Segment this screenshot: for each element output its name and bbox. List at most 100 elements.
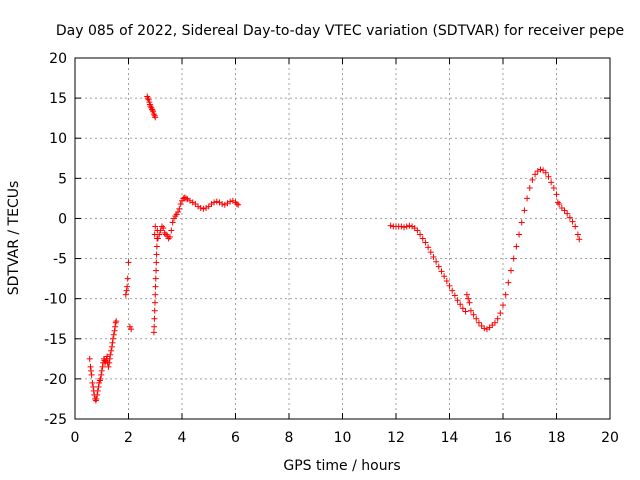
x-tick-label: 6 — [231, 430, 240, 446]
y-axis-label: SDTVAR / TECUs — [6, 181, 22, 296]
data-point — [564, 210, 571, 217]
data-point — [548, 179, 555, 186]
data-point — [235, 201, 242, 208]
data-point — [508, 267, 515, 274]
data-point — [123, 287, 130, 294]
y-tick-label: 15 — [49, 91, 67, 107]
data-point — [168, 227, 175, 234]
data-point — [108, 347, 115, 354]
data-point — [561, 207, 568, 214]
data-point — [556, 201, 563, 208]
data-point — [113, 318, 120, 325]
data-point — [403, 223, 410, 230]
data-point — [422, 239, 429, 246]
data-point — [524, 195, 531, 202]
data-point — [183, 195, 190, 202]
data-point — [406, 222, 413, 229]
data-point — [152, 283, 159, 290]
data-point — [125, 259, 132, 266]
data-point — [417, 231, 424, 238]
y-tick-label: -5 — [53, 252, 67, 268]
data-point — [106, 355, 113, 362]
y-tick-label: 20 — [49, 51, 67, 67]
data-point — [414, 227, 421, 234]
data-point — [150, 329, 157, 336]
data-point — [90, 383, 97, 390]
data-point — [151, 307, 158, 314]
x-tick-label: 12 — [387, 430, 405, 446]
y-tick-label: -25 — [44, 412, 67, 428]
data-point — [449, 287, 456, 294]
data-point — [151, 299, 158, 306]
data-point — [462, 308, 469, 315]
x-tick-label: 4 — [178, 430, 187, 446]
data-point — [99, 363, 106, 370]
x-tick-label: 20 — [601, 430, 619, 446]
x-tick-label: 0 — [71, 430, 80, 446]
data-point — [94, 391, 101, 398]
data-point — [153, 267, 160, 274]
chart-title: Day 085 of 2022, Sidereal Day-to-day VTE… — [56, 23, 624, 39]
data-point — [401, 224, 408, 231]
data-point — [470, 311, 477, 318]
x-tick-label: 14 — [441, 430, 459, 446]
data-point — [441, 273, 448, 280]
data-point — [89, 379, 96, 386]
data-point — [109, 339, 116, 346]
data-point — [454, 297, 461, 304]
data-point — [111, 327, 118, 334]
data-point — [398, 223, 405, 230]
data-point — [124, 283, 131, 290]
y-tick-label: 10 — [49, 131, 67, 147]
data-point — [521, 207, 528, 214]
data-point — [87, 363, 94, 370]
data-point — [88, 367, 95, 374]
data-series — [86, 93, 583, 404]
data-point — [467, 307, 474, 314]
y-tick-label: -20 — [44, 372, 67, 388]
data-point — [553, 191, 560, 198]
data-point — [451, 292, 458, 299]
data-point — [213, 198, 220, 205]
data-point — [233, 201, 240, 208]
data-point — [197, 205, 204, 212]
data-point — [491, 319, 498, 326]
x-tick-label: 16 — [494, 430, 512, 446]
data-point — [387, 222, 394, 229]
data-point — [95, 383, 102, 390]
data-point — [494, 315, 501, 322]
data-point — [435, 263, 442, 270]
y-tick-label: 5 — [58, 171, 67, 187]
y-tick-label: -10 — [44, 292, 67, 308]
data-point — [98, 371, 105, 378]
data-point — [107, 351, 114, 358]
data-point — [151, 315, 158, 322]
data-point — [86, 355, 93, 362]
y-tick-label: -15 — [44, 332, 67, 348]
data-point — [425, 244, 432, 251]
data-point — [160, 225, 167, 232]
data-point — [463, 291, 470, 298]
data-point — [151, 323, 158, 330]
grid — [75, 58, 610, 419]
x-tick-label: 18 — [548, 430, 566, 446]
data-point — [516, 231, 523, 238]
data-point — [438, 268, 445, 275]
data-point — [110, 331, 117, 338]
data-point — [177, 201, 184, 208]
data-point — [112, 323, 119, 330]
data-point — [152, 275, 159, 282]
data-point — [122, 291, 129, 298]
data-point — [153, 251, 160, 258]
data-point — [550, 184, 557, 191]
x-tick-label: 8 — [285, 430, 294, 446]
data-point — [502, 291, 509, 298]
data-point — [94, 387, 101, 394]
data-point — [98, 367, 105, 374]
data-point — [526, 184, 533, 191]
axis-ticks: 0 2 4 6 8 10 12 14 16 18 20 -25 -20 -15 -10 -5 0 5 10 15 20 — [44, 51, 619, 446]
data-point — [128, 326, 135, 333]
data-point — [88, 371, 95, 378]
data-point — [518, 219, 525, 226]
data-point — [572, 223, 579, 230]
